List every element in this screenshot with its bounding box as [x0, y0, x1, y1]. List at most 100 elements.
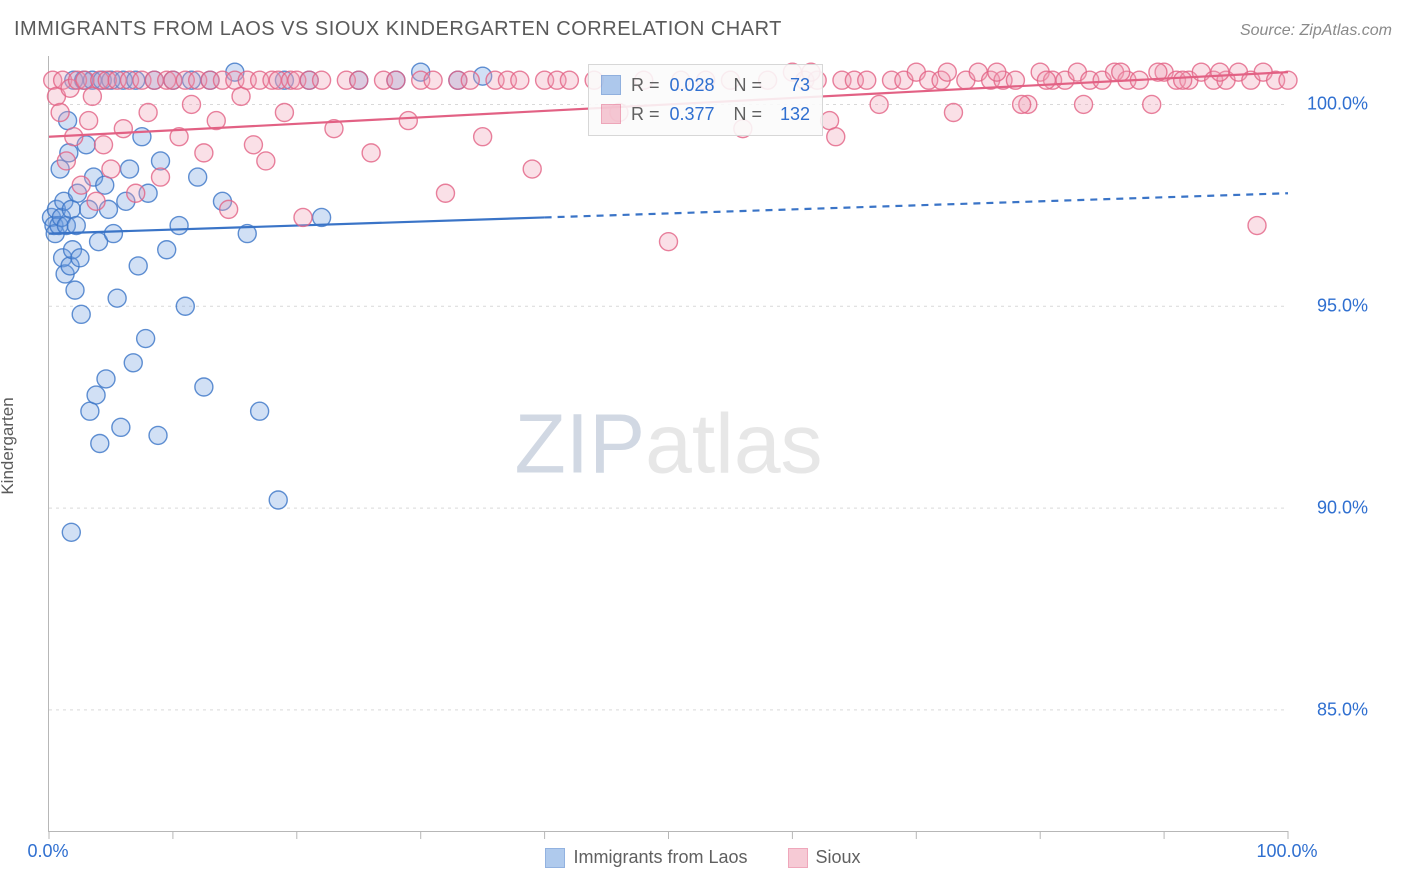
stats-row-sioux: R = 0.377 N = 132: [601, 100, 810, 129]
y-tick-label: 90.0%: [1317, 498, 1368, 519]
legend-label-laos: Immigrants from Laos: [573, 847, 747, 868]
data-point-sioux: [511, 71, 529, 89]
plot-area: ZIPatlas R =0.028N =73R =0.377N =132: [48, 56, 1288, 832]
stat-n-label: N =: [733, 71, 762, 100]
data-point-sioux: [114, 120, 132, 138]
data-point-laos: [124, 354, 142, 372]
data-point-laos: [81, 402, 99, 420]
data-point-sioux: [1037, 71, 1055, 89]
swatch-sioux: [601, 104, 621, 124]
data-point-laos: [71, 249, 89, 267]
data-point-sioux: [1013, 95, 1031, 113]
data-point-sioux: [1075, 95, 1093, 113]
data-point-sioux: [257, 152, 275, 170]
data-point-sioux: [988, 63, 1006, 81]
stat-r-value-sioux: 0.377: [669, 100, 723, 129]
data-point-sioux: [362, 144, 380, 162]
legend-swatch-sioux: [788, 848, 808, 868]
data-point-sioux: [1248, 217, 1266, 235]
data-point-sioux: [399, 112, 417, 130]
data-point-laos: [133, 128, 151, 146]
y-axis-label: Kindergarten: [0, 397, 18, 494]
legend-item-sioux: Sioux: [788, 847, 861, 868]
stat-r-label: R =: [631, 100, 660, 129]
data-point-laos: [137, 330, 155, 348]
data-point-sioux: [944, 104, 962, 122]
stat-n-value-sioux: 132: [772, 100, 810, 129]
data-point-sioux: [870, 95, 888, 113]
data-point-sioux: [350, 71, 368, 89]
data-point-laos: [149, 426, 167, 444]
data-point-sioux: [139, 104, 157, 122]
data-point-sioux: [244, 136, 262, 154]
stat-r-label: R =: [631, 71, 660, 100]
data-point-laos: [87, 386, 105, 404]
stat-r-value-laos: 0.028: [669, 71, 723, 100]
data-point-sioux: [523, 160, 541, 178]
data-point-laos: [269, 491, 287, 509]
trend-line-dash-laos: [545, 193, 1288, 217]
data-point-sioux: [461, 71, 479, 89]
data-point-sioux: [821, 112, 839, 130]
data-point-sioux: [1174, 71, 1192, 89]
swatch-laos: [601, 75, 621, 95]
data-point-sioux: [57, 152, 75, 170]
stats-row-laos: R = 0.028 N = 73: [601, 71, 810, 100]
stat-n-value-laos: 73: [772, 71, 810, 100]
data-point-sioux: [80, 112, 98, 130]
x-tick-label: 0.0%: [27, 841, 68, 862]
data-point-laos: [176, 297, 194, 315]
data-point-laos: [152, 152, 170, 170]
data-point-laos: [170, 217, 188, 235]
y-tick-label: 95.0%: [1317, 296, 1368, 317]
data-point-laos: [104, 225, 122, 243]
data-point-laos: [251, 402, 269, 420]
data-point-sioux: [938, 63, 956, 81]
data-point-sioux: [436, 184, 454, 202]
data-point-sioux: [87, 192, 105, 210]
data-point-sioux: [152, 168, 170, 186]
data-point-sioux: [827, 128, 845, 146]
y-tick-label: 100.0%: [1307, 94, 1368, 115]
data-point-laos: [108, 289, 126, 307]
stat-n-label: N =: [733, 100, 762, 129]
data-point-laos: [195, 378, 213, 396]
y-tick-label: 85.0%: [1317, 699, 1368, 720]
data-point-sioux: [275, 104, 293, 122]
data-point-laos: [129, 257, 147, 275]
data-point-sioux: [1279, 71, 1297, 89]
data-point-sioux: [220, 200, 238, 218]
data-point-sioux: [1112, 63, 1130, 81]
data-point-sioux: [313, 71, 331, 89]
data-point-sioux: [51, 104, 69, 122]
data-point-sioux: [474, 128, 492, 146]
chart-title: IMMIGRANTS FROM LAOS VS SIOUX KINDERGART…: [14, 18, 782, 41]
data-point-sioux: [232, 87, 250, 105]
data-point-laos: [189, 168, 207, 186]
data-point-sioux: [95, 136, 113, 154]
data-point-sioux: [424, 71, 442, 89]
data-point-laos: [96, 176, 114, 194]
data-point-sioux: [127, 184, 145, 202]
data-point-sioux: [102, 160, 120, 178]
data-point-laos: [97, 370, 115, 388]
data-point-laos: [62, 200, 80, 218]
data-point-sioux: [83, 87, 101, 105]
data-point-laos: [62, 523, 80, 541]
data-point-laos: [121, 160, 139, 178]
data-point-sioux: [72, 176, 90, 194]
data-point-sioux: [1143, 95, 1161, 113]
data-point-sioux: [560, 71, 578, 89]
data-point-sioux: [387, 71, 405, 89]
stats-box: R = 0.028 N = 73 R = 0.377 N = 132: [588, 64, 823, 136]
data-point-sioux: [858, 71, 876, 89]
data-point-sioux: [182, 95, 200, 113]
data-point-laos: [91, 435, 109, 453]
source-label: Source: ZipAtlas.com: [1240, 22, 1392, 40]
legend-swatch-laos: [545, 848, 565, 868]
x-tick-label: 100.0%: [1256, 841, 1317, 862]
data-point-sioux: [1211, 63, 1229, 81]
data-point-sioux: [294, 208, 312, 226]
data-point-laos: [66, 281, 84, 299]
data-point-laos: [112, 418, 130, 436]
